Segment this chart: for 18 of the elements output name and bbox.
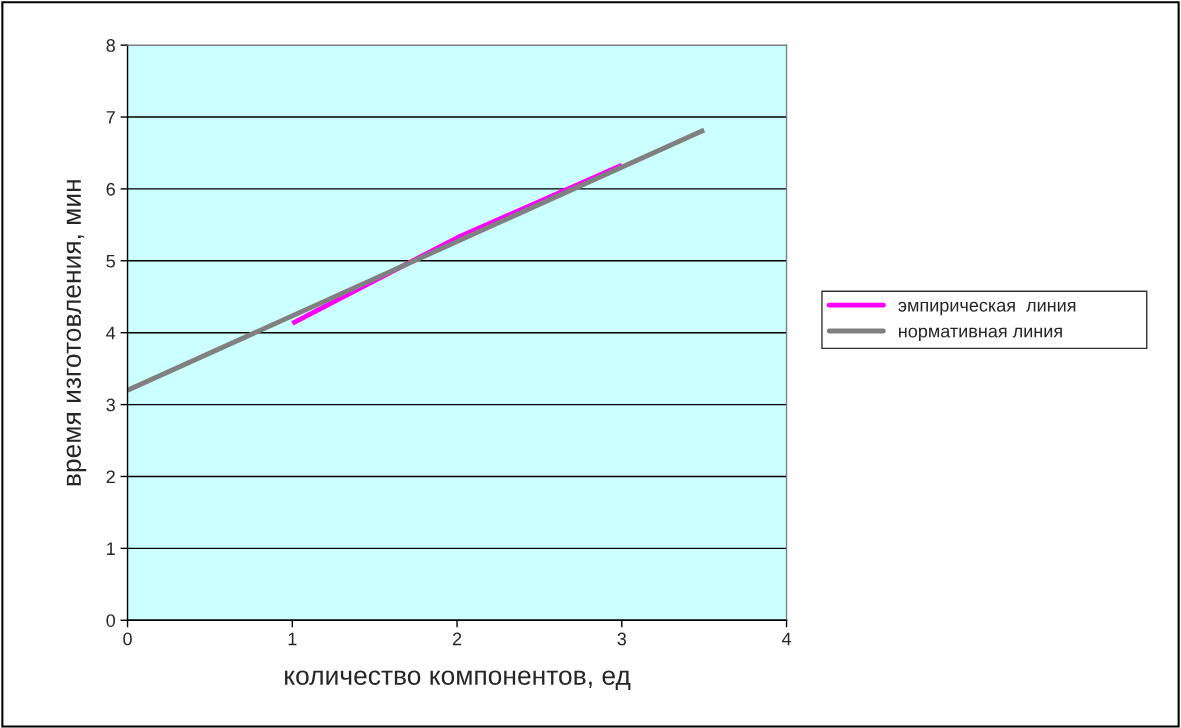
x-tick-label: 2 (452, 632, 462, 646)
y-tick-label: 0 (106, 614, 116, 627)
y-tick-label: 6 (106, 182, 115, 196)
y-tick-label: 7 (106, 111, 115, 124)
legend-label: нормативная линия (899, 327, 1062, 342)
y-tick-label: 2 (106, 470, 115, 484)
y-tick-label: 4 (106, 326, 116, 340)
y-tick-label: 8 (106, 39, 115, 52)
x-axis-title: количество компонентов, ед (285, 670, 631, 690)
legend-label: эмпирическая линия (898, 301, 1076, 316)
x-tick-label: 4 (781, 632, 792, 646)
x-tick-label: 3 (617, 632, 627, 646)
y-axis-title: время изготовления, мин (66, 180, 87, 486)
x-tick-label: 1 (288, 632, 297, 646)
y-tick-label: 1 (107, 542, 115, 555)
x-tick-label: 0 (123, 632, 132, 646)
y-tick-label: 5 (106, 254, 115, 268)
y-tick-label: 3 (106, 398, 115, 412)
